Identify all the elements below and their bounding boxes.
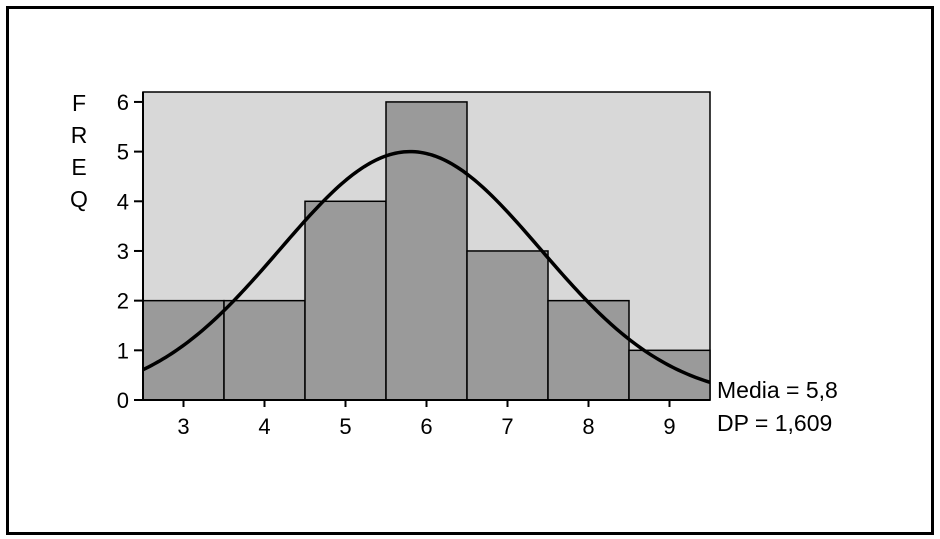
y-tick-label: 0 (117, 388, 129, 413)
x-tick-label: 4 (258, 414, 270, 439)
x-tick-label: 9 (663, 414, 675, 439)
x-tick-label: 6 (420, 414, 432, 439)
histogram-bar (547, 299, 630, 401)
histogram-bar (628, 349, 711, 401)
histogram-bar (304, 200, 387, 401)
x-tick-label: 8 (582, 414, 594, 439)
y-tick-label: 1 (117, 338, 129, 363)
y-axis-label-letter: R (71, 122, 88, 148)
histogram-bar (142, 299, 225, 401)
histogram-bar (223, 299, 306, 401)
y-tick-label: 2 (117, 289, 129, 314)
y-tick-label: 6 (117, 90, 129, 115)
histogram-bar (385, 101, 468, 401)
y-axis-label-letter: Q (70, 186, 88, 212)
x-tick-label: 3 (177, 414, 189, 439)
mean-label: Media = 5,8 (717, 377, 838, 403)
x-tick-label: 7 (501, 414, 513, 439)
sd-label: DP = 1,609 (717, 410, 832, 436)
normal-curve (142, 149, 711, 385)
y-tick-label: 3 (117, 239, 129, 264)
y-tick-label: 5 (117, 140, 129, 165)
histogram-bar (466, 250, 549, 401)
x-tick-label: 5 (339, 414, 351, 439)
y-axis-label-letter: E (71, 154, 86, 180)
y-axis-label-letter: F (72, 90, 86, 116)
y-tick-label: 4 (117, 189, 129, 214)
